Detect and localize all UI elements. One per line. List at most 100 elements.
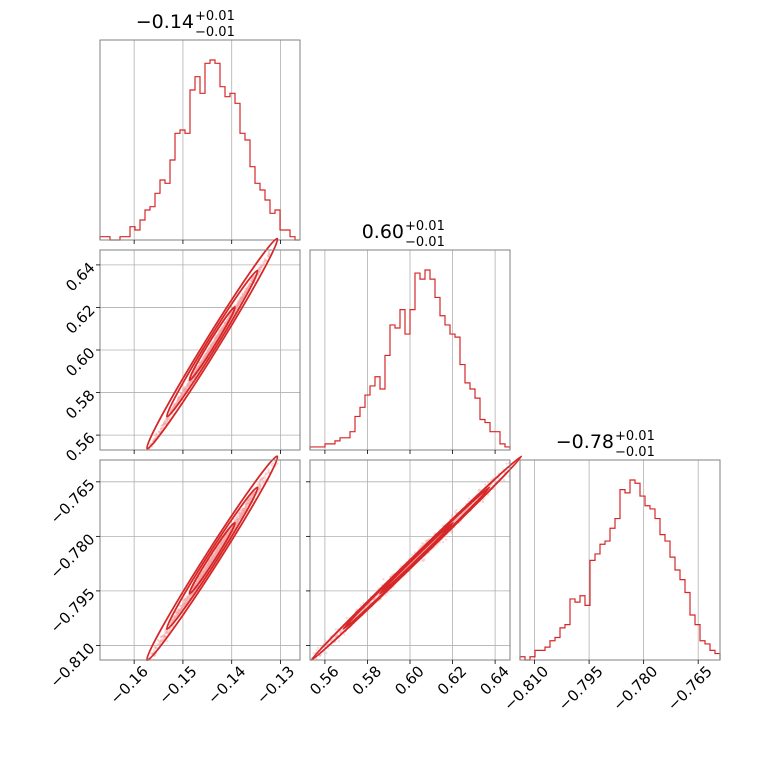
sample-point <box>176 613 179 616</box>
sample-point <box>203 356 206 359</box>
sample-point <box>212 343 215 346</box>
sample-point <box>236 302 239 305</box>
sample-point <box>221 327 224 331</box>
sample-point <box>181 606 184 610</box>
sample-point <box>262 261 265 264</box>
sample-point <box>204 354 207 357</box>
sample-point <box>212 554 215 558</box>
sample-point <box>199 362 202 365</box>
sample-point <box>198 578 201 581</box>
sample-point <box>162 635 165 639</box>
sample-point <box>216 335 219 338</box>
sample-point <box>215 551 218 554</box>
sample-point <box>212 557 215 560</box>
sample-point <box>257 487 260 491</box>
sample-point <box>218 544 221 547</box>
contour-level-1 <box>378 521 454 595</box>
sample-point <box>199 577 202 580</box>
sample-point <box>477 489 480 492</box>
sample-point <box>204 569 207 572</box>
sample-point <box>174 615 177 618</box>
sample-point <box>219 329 222 332</box>
histogram-step-param-2 <box>519 479 721 661</box>
sample-point <box>205 565 208 568</box>
sample-point <box>216 334 219 337</box>
sample-point <box>236 514 239 517</box>
y-tick-label: 0.58 <box>62 386 98 422</box>
sample-point <box>162 638 165 641</box>
sample-point <box>217 548 220 551</box>
sample-point <box>241 508 244 511</box>
sample-point <box>217 549 220 552</box>
sample-point <box>487 493 490 496</box>
sample-point <box>180 608 183 611</box>
sample-point <box>186 379 190 383</box>
y-tick-label: −0.780 <box>47 530 99 582</box>
sample-point <box>225 534 228 538</box>
sample-point <box>239 515 242 518</box>
sample-point <box>213 340 216 343</box>
sample-point <box>177 608 180 611</box>
sample-point <box>252 493 255 496</box>
sample-point <box>179 395 182 398</box>
sample-point <box>209 560 212 564</box>
sample-point <box>210 559 214 563</box>
sample-point <box>241 510 244 513</box>
sample-point <box>241 295 244 298</box>
sample-point <box>239 299 242 302</box>
sample-point <box>239 300 242 303</box>
sample-point <box>181 604 184 607</box>
sample-point <box>527 446 529 448</box>
sample-point <box>178 609 181 612</box>
sample-point <box>258 267 261 270</box>
sample-point <box>243 509 246 513</box>
sample-point <box>241 512 244 515</box>
sample-point <box>200 574 203 577</box>
sample-point <box>240 297 244 300</box>
sample-point <box>199 576 202 579</box>
sample-point <box>245 290 248 293</box>
sample-point <box>307 659 309 661</box>
sample-point <box>411 553 414 557</box>
sample-point <box>494 480 497 483</box>
sample-point <box>262 263 265 266</box>
sample-point <box>238 517 241 520</box>
sample-point <box>242 511 245 514</box>
sample-point <box>197 365 200 368</box>
sample-point <box>249 498 252 501</box>
sample-point <box>210 559 213 563</box>
sample-point <box>258 270 261 273</box>
sample-point <box>209 559 212 562</box>
sample-point <box>176 611 180 614</box>
sample-point <box>205 352 209 355</box>
sample-point <box>213 340 216 343</box>
sample-point <box>422 559 425 562</box>
scatter-points-1-0 <box>148 250 274 450</box>
sample-point <box>215 552 218 555</box>
sample-point <box>199 576 202 579</box>
sample-point <box>182 390 185 393</box>
sample-point <box>224 322 227 325</box>
sample-point <box>223 538 226 541</box>
sample-point <box>210 558 213 561</box>
sample-point <box>382 578 385 581</box>
sample-point <box>244 291 247 294</box>
sample-point <box>210 346 213 349</box>
sample-point <box>220 542 223 545</box>
sample-point <box>207 350 210 353</box>
sample-point <box>180 605 183 608</box>
sample-point <box>206 350 209 353</box>
sample-point <box>237 300 240 303</box>
sample-point <box>209 344 212 347</box>
sample-point <box>164 417 168 420</box>
sample-point <box>453 510 456 513</box>
sample-point <box>224 537 227 540</box>
sample-point <box>240 297 243 300</box>
sample-point <box>247 285 250 288</box>
sample-point <box>183 390 186 393</box>
sample-point <box>202 358 205 361</box>
sample-point <box>221 541 224 544</box>
sample-point <box>178 396 181 399</box>
grid-lines <box>310 460 510 660</box>
sample-point <box>262 480 265 483</box>
